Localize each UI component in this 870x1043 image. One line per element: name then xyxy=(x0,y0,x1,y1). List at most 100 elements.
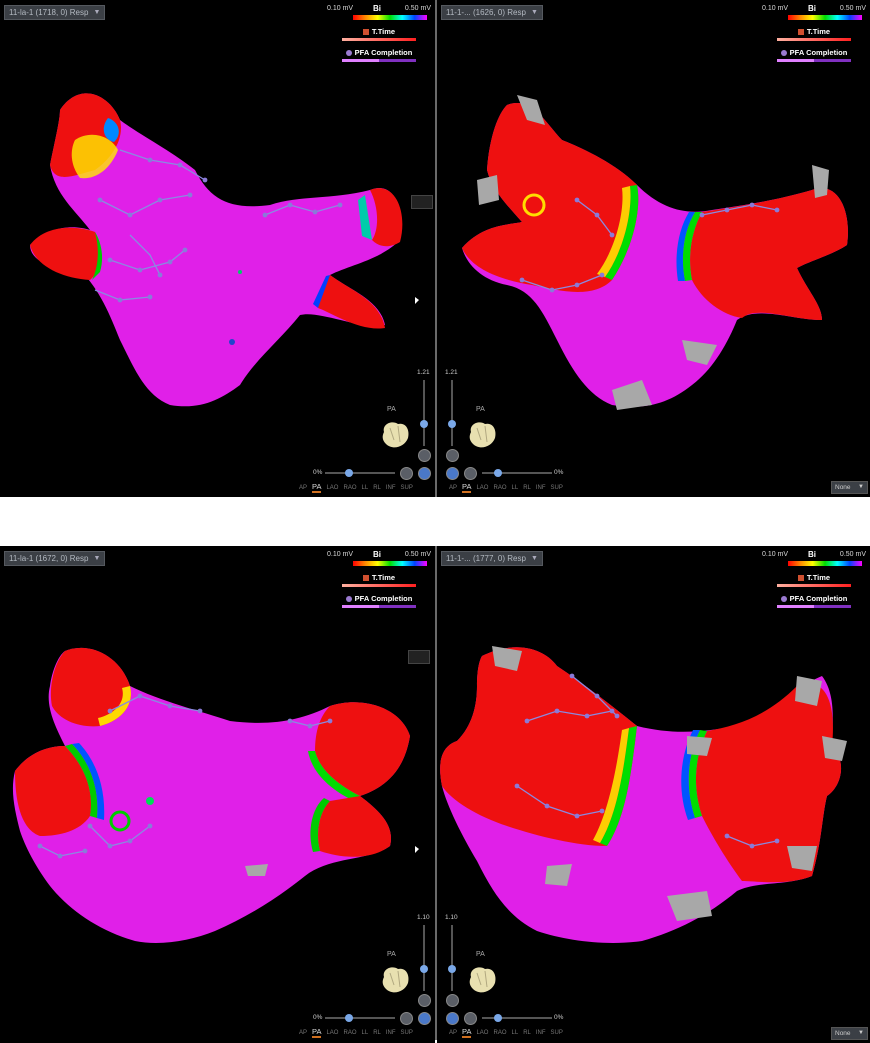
view-lao[interactable]: LAO xyxy=(326,485,339,491)
anatomy-map[interactable] xyxy=(437,0,870,497)
view-ap[interactable]: AP xyxy=(449,1030,458,1036)
shading-button[interactable] xyxy=(400,1012,413,1025)
heart-orientation-icon[interactable] xyxy=(465,418,499,452)
chevron-down-icon: ▼ xyxy=(530,555,538,562)
zoom-slider[interactable] xyxy=(448,380,456,446)
reset-view-button[interactable] xyxy=(418,449,431,462)
chevron-down-icon: ▼ xyxy=(858,1030,864,1036)
dot-icon xyxy=(780,596,787,603)
shading-button[interactable] xyxy=(400,467,413,480)
display-mode-select[interactable]: None ▼ xyxy=(831,481,868,494)
split-divider[interactable] xyxy=(435,0,437,497)
voltage-legend: 0.10 mV Bi 0.50 mV T.Time PFA Completion xyxy=(327,4,431,62)
display-button[interactable] xyxy=(418,1012,431,1025)
orientation-icon[interactable] xyxy=(408,650,430,664)
display-mode-select[interactable]: None ▼ xyxy=(831,1027,868,1040)
anatomy-map[interactable] xyxy=(437,546,870,1040)
viewport-top-right[interactable]: 11-1-... (1626, 0) Resp ▼ 0.10 mV Bi 0.50 m… xyxy=(437,0,870,497)
chevron-down-icon: ▼ xyxy=(858,484,864,490)
map-selector[interactable]: 11-1-... (1626, 0) Resp ▼ xyxy=(441,5,543,20)
display-button[interactable] xyxy=(446,467,459,480)
orientation-label: PA xyxy=(387,406,396,413)
view-pa[interactable]: PA xyxy=(462,482,472,493)
chevron-down-icon: ▼ xyxy=(530,9,538,16)
zoom-slider[interactable] xyxy=(448,925,456,991)
reset-view-button[interactable] xyxy=(446,994,459,1007)
checkbox-icon[interactable] xyxy=(362,29,369,36)
view-ll[interactable]: LL xyxy=(511,485,519,491)
view-rl[interactable]: RL xyxy=(523,1030,531,1036)
view-lao[interactable]: LAO xyxy=(476,485,489,491)
chevron-down-icon: ▼ xyxy=(93,9,101,16)
dot-icon xyxy=(345,50,352,57)
view-presets[interactable]: AP PA LAO RAO LL RL INF SUP xyxy=(299,482,418,493)
map-selector[interactable]: 11-1-... (1777, 0) Resp ▼ xyxy=(441,551,543,566)
split-divider[interactable] xyxy=(435,546,437,1040)
opacity-label: 0% xyxy=(313,1014,323,1021)
zoom-slider[interactable] xyxy=(420,925,428,991)
checkbox-icon[interactable] xyxy=(797,575,804,582)
dot-icon xyxy=(345,596,352,603)
opacity-slider[interactable] xyxy=(482,1014,552,1022)
reset-view-button[interactable] xyxy=(446,449,459,462)
view-sup[interactable]: SUP xyxy=(550,485,563,491)
shading-button[interactable] xyxy=(464,467,477,480)
view-rl[interactable]: RL xyxy=(523,485,531,491)
view-sup[interactable]: SUP xyxy=(550,1030,563,1036)
view-presets[interactable]: AP PA LAO RAO LL RL INF SUP xyxy=(299,1027,418,1038)
view-rao[interactable]: RAO xyxy=(493,1030,507,1036)
map-selector[interactable]: 11-la-1 (1672, 0) Resp ▼ xyxy=(4,551,106,566)
view-pa[interactable]: PA xyxy=(462,1027,472,1038)
opacity-slider[interactable] xyxy=(482,469,552,477)
viewport-bottom-left[interactable]: 11-la-1 (1672, 0) Resp ▼ 0.10 mV Bi 0.50 mV… xyxy=(0,546,435,1043)
zoom-level: 1.10 xyxy=(445,914,458,921)
view-rl[interactable]: RL xyxy=(373,1030,381,1036)
view-rl[interactable]: RL xyxy=(373,485,381,491)
view-sup[interactable]: SUP xyxy=(400,1030,413,1036)
view-sup[interactable]: SUP xyxy=(400,485,413,491)
checkbox-icon[interactable] xyxy=(797,29,804,36)
view-inf[interactable]: INF xyxy=(535,1030,546,1036)
orientation-icon[interactable] xyxy=(411,195,433,209)
view-lao[interactable]: LAO xyxy=(326,1030,339,1036)
viewport-top-left[interactable]: 11-la-1 (1718, 0) Resp ▼ 0.10 mV Bi 0.50 mV… xyxy=(0,0,435,497)
color-scale xyxy=(788,561,862,566)
opacity-slider[interactable] xyxy=(325,1014,395,1022)
display-button[interactable] xyxy=(446,1012,459,1025)
viewport-bottom-right[interactable]: 11-1-... (1777, 0) Resp ▼ 0.10 mV Bi 0.50 m… xyxy=(437,546,870,1043)
view-presets[interactable]: AP PA LAO RAO LL RL INF SUP xyxy=(449,482,568,493)
view-rao[interactable]: RAO xyxy=(343,1030,357,1036)
view-ap[interactable]: AP xyxy=(299,485,308,491)
heart-orientation-icon[interactable] xyxy=(465,963,499,997)
view-ll[interactable]: LL xyxy=(361,485,369,491)
color-scale xyxy=(353,15,427,20)
reset-view-button[interactable] xyxy=(418,994,431,1007)
anatomy-map[interactable] xyxy=(0,0,435,497)
view-lao[interactable]: LAO xyxy=(476,1030,489,1036)
display-button[interactable] xyxy=(418,467,431,480)
view-pa[interactable]: PA xyxy=(312,1027,322,1038)
map-selector[interactable]: 11-la-1 (1718, 0) Resp ▼ xyxy=(4,5,106,20)
view-inf[interactable]: INF xyxy=(535,485,546,491)
view-inf[interactable]: INF xyxy=(385,485,396,491)
view-ll[interactable]: LL xyxy=(511,1030,519,1036)
heart-orientation-icon[interactable] xyxy=(378,418,412,452)
zoom-level: 1.21 xyxy=(445,369,458,376)
view-rao[interactable]: RAO xyxy=(493,485,507,491)
view-rao[interactable]: RAO xyxy=(343,485,357,491)
shading-button[interactable] xyxy=(464,1012,477,1025)
opacity-slider[interactable] xyxy=(325,469,395,477)
view-ap[interactable]: AP xyxy=(299,1030,308,1036)
mouse-cursor-icon xyxy=(415,297,419,304)
voltage-legend: 0.10 mV Bi 0.50 mV T.Time PFA Completion xyxy=(762,4,866,62)
zoom-slider[interactable] xyxy=(420,380,428,446)
view-ap[interactable]: AP xyxy=(449,485,458,491)
heart-orientation-icon[interactable] xyxy=(378,963,412,997)
color-scale xyxy=(353,561,427,566)
view-ll[interactable]: LL xyxy=(361,1030,369,1036)
view-presets[interactable]: AP PA LAO RAO LL RL INF SUP xyxy=(449,1027,568,1038)
checkbox-icon[interactable] xyxy=(362,575,369,582)
anatomy-map[interactable] xyxy=(0,546,435,1040)
view-inf[interactable]: INF xyxy=(385,1030,396,1036)
view-pa[interactable]: PA xyxy=(312,482,322,493)
